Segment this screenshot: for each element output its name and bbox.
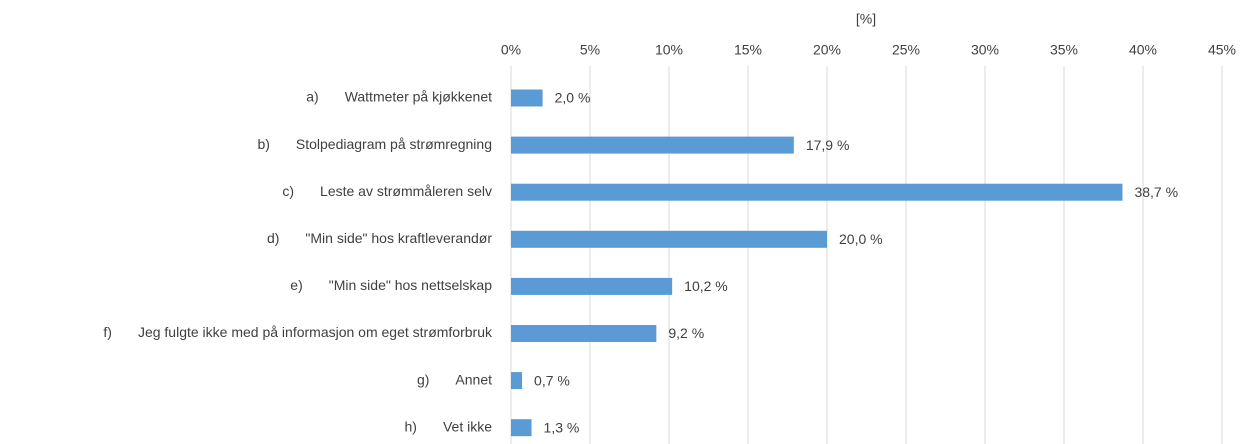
value-label: 0,7 % — [534, 372, 570, 388]
value-label: 20,0 % — [839, 231, 883, 247]
category-label: Annet — [455, 371, 492, 387]
bar — [511, 89, 543, 107]
x-tick-label: 25% — [892, 42, 920, 58]
x-tick-label: 15% — [734, 42, 762, 58]
category-letter: a) — [306, 89, 318, 105]
category-letter: d) — [267, 230, 279, 246]
category-letter: g) — [417, 371, 429, 387]
x-tick-label: 20% — [813, 42, 841, 58]
x-tick-label: 10% — [655, 42, 683, 58]
value-label: 9,2 % — [668, 325, 704, 341]
category-label: Stolpediagram på strømregning — [296, 136, 492, 152]
bar — [511, 419, 532, 437]
value-label: 1,3 % — [544, 419, 580, 435]
x-tick-label: 45% — [1208, 42, 1236, 58]
category-letter: f) — [103, 324, 112, 340]
category-label: Wattmeter på kjøkkenet — [345, 89, 492, 105]
category-label: Vet ikke — [443, 418, 492, 434]
category-label: Jeg fulgte ikke med på informasjon om eg… — [138, 324, 493, 340]
category-letter: h) — [405, 418, 417, 434]
x-axis-label: [%] — [856, 11, 876, 27]
x-tick-label: 40% — [1129, 42, 1157, 58]
category-label: Leste av strømmåleren selv — [320, 183, 492, 199]
bar — [511, 325, 657, 342]
category-label: "Min side" hos kraftleverandør — [305, 230, 492, 246]
x-tick-label: 5% — [580, 42, 600, 58]
category-letter: b) — [257, 136, 269, 152]
bar — [511, 136, 794, 154]
bar — [511, 372, 523, 390]
category-letter: c) — [282, 183, 294, 199]
x-tick-label: 0% — [501, 42, 521, 58]
bar — [511, 183, 1123, 201]
category-label: "Min side" hos nettselskap — [329, 277, 492, 293]
x-tick-label: 30% — [971, 42, 999, 58]
value-label: 17,9 % — [806, 137, 850, 153]
category-letter: e) — [290, 277, 302, 293]
value-label: 10,2 % — [684, 278, 728, 294]
bar — [511, 277, 673, 295]
x-tick-label: 35% — [1050, 42, 1078, 58]
value-label: 2,0 % — [555, 90, 591, 106]
value-label: 38,7 % — [1134, 184, 1178, 200]
bar — [511, 230, 827, 248]
